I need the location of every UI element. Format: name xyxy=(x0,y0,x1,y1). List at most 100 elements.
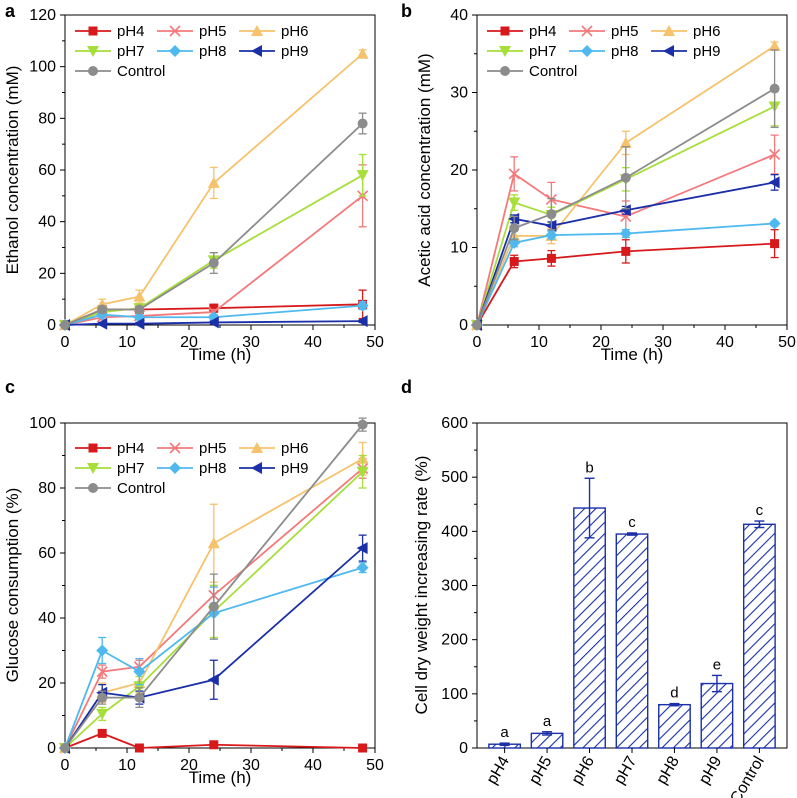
b-point-control xyxy=(509,223,520,234)
c-y-tick-label: 40 xyxy=(38,610,56,627)
b-legend-label-ph6: pH6 xyxy=(693,23,721,40)
a-x-tick-label: 40 xyxy=(304,334,322,351)
c-point-ph8 xyxy=(96,644,109,657)
a-y-tick-label: 120 xyxy=(29,7,56,24)
c-point-ph7 xyxy=(356,466,369,478)
a-point-ph8 xyxy=(356,299,369,312)
b-legend: pH4 pH5 pH6 pH7 pH8 pH9 Control xyxy=(487,23,721,80)
b-point-ph7 xyxy=(508,197,521,209)
c-point-ph8 xyxy=(356,561,369,574)
d-significance-label: a xyxy=(543,713,552,730)
c-point-ph7 xyxy=(96,708,109,720)
b-series-control xyxy=(472,49,780,330)
a-y-tick-label: 60 xyxy=(38,162,56,179)
b-point-ph6 xyxy=(619,136,632,148)
b-legend-marker-ph7 xyxy=(499,46,511,57)
d-significance-label: d xyxy=(670,685,678,702)
c-legend-marker-ph8 xyxy=(169,462,181,474)
b-point-ph4 xyxy=(770,239,780,249)
b-legend-marker-control xyxy=(500,66,510,76)
a-line-control xyxy=(64,122,364,326)
a-point-ph9 xyxy=(207,316,219,329)
b-legend-marker-ph4 xyxy=(500,26,510,36)
a-y-tick-label: 100 xyxy=(29,59,56,76)
c-y-tick-label: 100 xyxy=(29,415,56,432)
b-point-ph6 xyxy=(768,40,781,51)
b-point-ph4 xyxy=(509,256,519,266)
b-y-tick-label: 30 xyxy=(450,85,468,102)
d-y-tick-label: 0 xyxy=(459,740,468,757)
c-x-tick-label: 50 xyxy=(366,757,384,774)
c-legend-label-ph8: pH8 xyxy=(199,460,227,477)
a-point-control xyxy=(97,304,108,315)
a-legend-label-ph5: pH5 xyxy=(199,23,227,40)
a-y-tick-label: 0 xyxy=(47,317,56,334)
x-axis-label-b: Time (h) xyxy=(601,345,664,364)
a-x-tick-label: 10 xyxy=(118,334,136,351)
b-legend-marker-ph9 xyxy=(663,45,674,57)
a-x-tick-label: 20 xyxy=(180,334,198,351)
b-legend-marker-ph8 xyxy=(581,45,593,57)
c-point-ph8 xyxy=(133,665,146,678)
a-legend-marker-ph9 xyxy=(251,45,262,57)
c-legend-label-ph6: pH6 xyxy=(281,440,309,457)
d-significance-label: e xyxy=(713,656,721,673)
a-y-tick-label: 40 xyxy=(38,214,56,231)
c-x-tick-label: 20 xyxy=(180,757,198,774)
c-point-ph4 xyxy=(134,743,144,753)
b-x-tick-label: 40 xyxy=(716,334,734,351)
c-legend-label-ph7: pH7 xyxy=(117,460,145,477)
b-legend-label-ph5: pH5 xyxy=(611,23,639,40)
panel-a: a 0 10 20 30 40 50 0 20 40 60 80 100 120 pH4 pH5 pH6 pH7… xyxy=(3,1,384,364)
a-x-tick-label: 50 xyxy=(366,334,384,351)
d-significance-label: c xyxy=(756,502,764,519)
b-series-ph8 xyxy=(471,217,781,331)
c-point-ph4 xyxy=(97,728,107,738)
c-legend-marker-ph5 xyxy=(169,442,181,454)
d-y-tick-label: 300 xyxy=(441,578,468,595)
y-axis-label-d: Cell dry weight increasing rate (%) xyxy=(412,456,431,715)
b-point-ph4 xyxy=(621,246,631,256)
c-legend-label-control: Control xyxy=(117,480,165,497)
b-point-control xyxy=(472,320,482,330)
a-series-ph6 xyxy=(59,47,369,330)
b-y-tick-label: 0 xyxy=(459,317,468,334)
a-legend-label-ph9: pH9 xyxy=(281,43,309,60)
c-legend-label-ph4: pH4 xyxy=(117,440,145,457)
a-legend: pH4 pH5 pH6 pH7 pH8 pH9 Control xyxy=(75,23,309,80)
a-x-tick-label: 0 xyxy=(61,334,70,351)
a-legend-label-ph7: pH7 xyxy=(117,43,145,60)
d-category-label: pH5 xyxy=(526,753,555,787)
y-axis-label-a: Ethanol concentration (mM) xyxy=(3,66,22,275)
c-x-tick-label: 0 xyxy=(61,757,70,774)
a-point-control xyxy=(60,320,70,330)
b-point-ph8 xyxy=(545,229,558,242)
d-bar-ph9 xyxy=(700,682,734,749)
x-axis-label-c: Time (h) xyxy=(189,768,252,787)
d-category-label: pH6 xyxy=(569,753,598,787)
a-legend-label-control: Control xyxy=(117,63,165,80)
d-category-label: pH9 xyxy=(696,753,725,787)
panel-label-b: b xyxy=(401,1,412,21)
a-point-ph4 xyxy=(209,303,219,313)
a-y-tick-label: 20 xyxy=(38,265,56,282)
a-point-ph6 xyxy=(356,47,369,59)
d-bar-ph8 xyxy=(658,703,691,749)
c-legend-marker-ph6 xyxy=(251,442,263,453)
c-x-tick-label: 10 xyxy=(118,757,136,774)
a-point-control xyxy=(208,258,219,268)
b-x-tick-label: 0 xyxy=(473,334,482,351)
c-legend-label-ph9: pH9 xyxy=(281,460,309,477)
plot-area-d: 0 100 200 300 400 500 600 a pH4 a pH5 b pH6 c pH7 d pH8 e… xyxy=(441,415,788,798)
b-frame xyxy=(476,14,788,326)
a-legend-marker-ph4 xyxy=(88,26,98,36)
b-point-ph8 xyxy=(619,227,632,240)
c-point-ph9 xyxy=(207,673,219,686)
c-y-tick-label: 80 xyxy=(38,480,56,497)
c-point-ph4 xyxy=(209,740,219,750)
d-significance-label: b xyxy=(585,459,593,476)
a-legend-label-ph6: pH6 xyxy=(281,23,309,40)
panel-d: d 0 100 200 300 400 500 600 a pH4 a pH5 b pH6 c pH7 d pH… xyxy=(401,377,788,798)
c-legend-marker-ph9 xyxy=(251,462,262,474)
